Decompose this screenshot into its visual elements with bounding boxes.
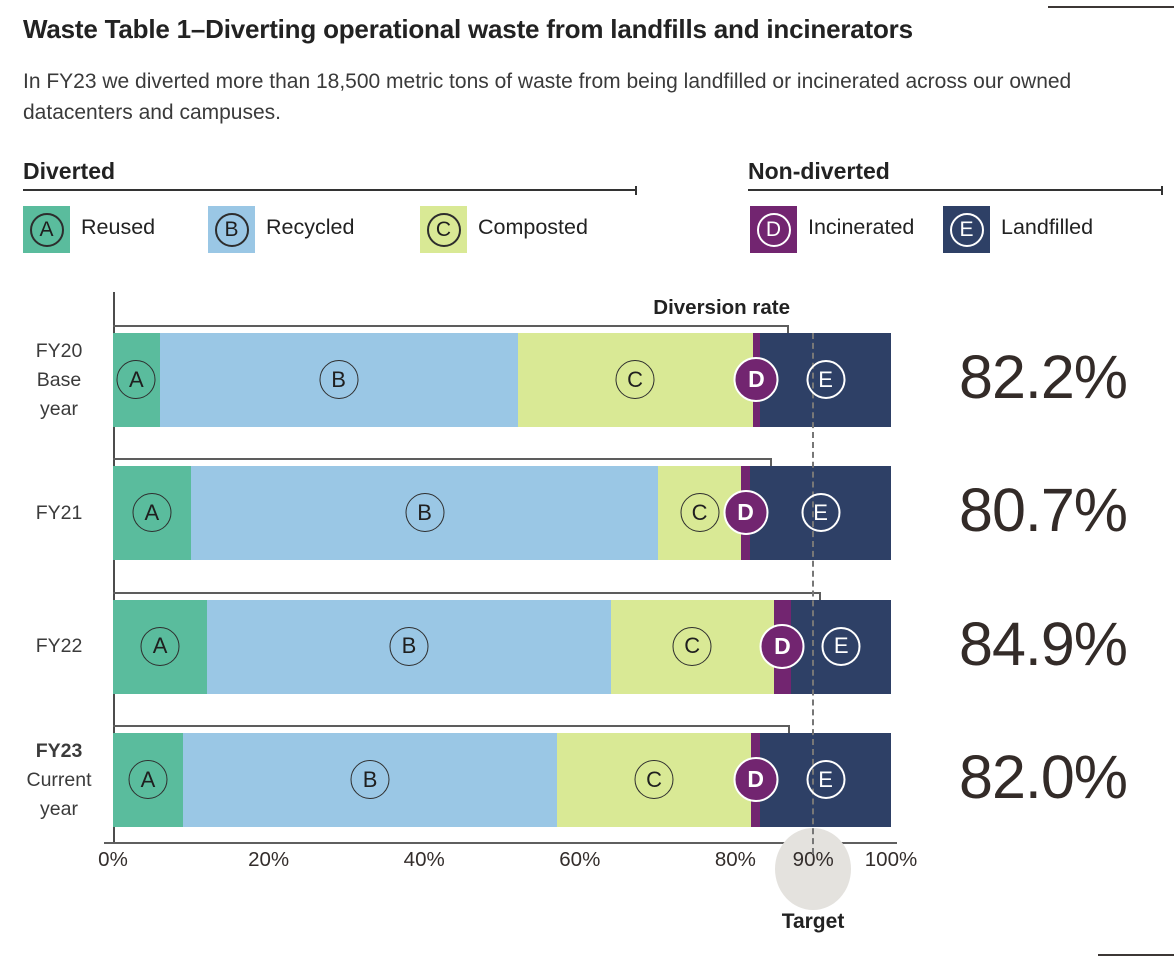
legend-label-incinerated: Incinerated [808,215,915,239]
legend-label-landfilled: Landfilled [1001,215,1094,239]
row-label-line: FY21 [35,501,83,524]
row-label: FY22 [12,600,106,694]
marker-D: D [723,490,768,536]
legend-group-diverted-rule [23,186,637,195]
marker-E: E [801,493,841,533]
legend-group-diverted-label: Diverted [23,158,116,184]
figure-subtitle: In FY23 we diverted more than 18,500 met… [23,70,1072,124]
row-label-line: FY20 [35,339,83,362]
legend-label-recycled: Recycled [266,215,355,239]
row-label-line: FY23 [35,739,83,762]
diversion-rate-indicator [113,725,790,736]
x-tick-100%: 100% [864,848,918,871]
x-tick-0%: 0% [98,848,128,871]
row-label: FY23 Current year [12,733,106,827]
diversion-rate-value: 82.0% [959,743,1128,812]
diversion-rate-value: 82.2% [959,343,1128,411]
marker-C: C [615,360,655,399]
target-label: Target [781,910,845,933]
marker-E: E [821,626,861,666]
incinerated-letter-icon: D [756,212,791,247]
diversion-rate-indicator [113,591,821,602]
target-dashed-line [812,333,814,854]
row-label: FY20 Base year [12,333,106,427]
x-axis-line [104,842,897,844]
diversion-rate-annotation: Diversion rate [653,296,790,319]
diversion-rate-indicator [113,325,790,335]
marker-A: A [132,493,172,533]
marker-C: C [634,760,674,800]
x-tick-20%: 20% [248,848,290,871]
row-label: FY21 [12,466,106,560]
marker-B: B [319,360,359,399]
landfilled-letter-icon: E [949,212,984,247]
row-label-line: Base [36,368,82,391]
marker-C: C [672,626,712,666]
x-tick-60%: 60% [559,848,601,871]
marker-A: A [140,626,180,666]
legend-group-nondiverted-label: Non-diverted [748,158,890,184]
legend-swatch-incinerated: D [750,206,797,253]
diversion-rate-value: 84.9% [959,609,1128,678]
legend-label-composted: Composted [478,215,588,239]
row-label-line: year [40,797,78,820]
y-axis-line [113,292,115,843]
legend-label-reused: Reused [81,215,156,239]
diversion-rate-value: 80.7% [959,476,1128,545]
x-tick-40%: 40% [403,848,445,871]
legend-swatch-reused: A [23,206,70,253]
marker-D: D [733,357,779,402]
legend-swatch-composted: C [420,206,467,253]
marker-D: D [759,623,805,669]
legend-swatch-landfilled: E [943,206,990,253]
marker-D: D [733,757,779,803]
row-label-line: Current [26,768,92,791]
diversion-rate-indicator [113,458,772,469]
marker-A: A [128,760,168,800]
marker-C: C [680,493,720,533]
legend-group-nondiverted-rule [748,186,1163,195]
figure-title: Waste Table 1–Diverting operational wast… [23,14,913,44]
composted-letter-icon: C [426,212,461,247]
row-label-line: year [40,397,78,420]
marker-E: E [806,760,846,800]
marker-B: B [405,493,445,533]
marker-B: B [389,626,429,666]
x-tick-80%: 80% [714,848,756,871]
legend-swatch-recycled: B [208,206,255,253]
marker-A: A [116,360,156,399]
marker-E: E [806,360,846,399]
row-label-line: FY22 [35,635,83,658]
reused-letter-icon: A [29,212,64,247]
marker-B: B [350,760,390,800]
bottom-right-page-rule [1098,954,1174,956]
top-right-page-rule [1048,6,1174,8]
x-tick-90%: 90% [792,848,834,871]
recycled-letter-icon: B [214,212,249,247]
